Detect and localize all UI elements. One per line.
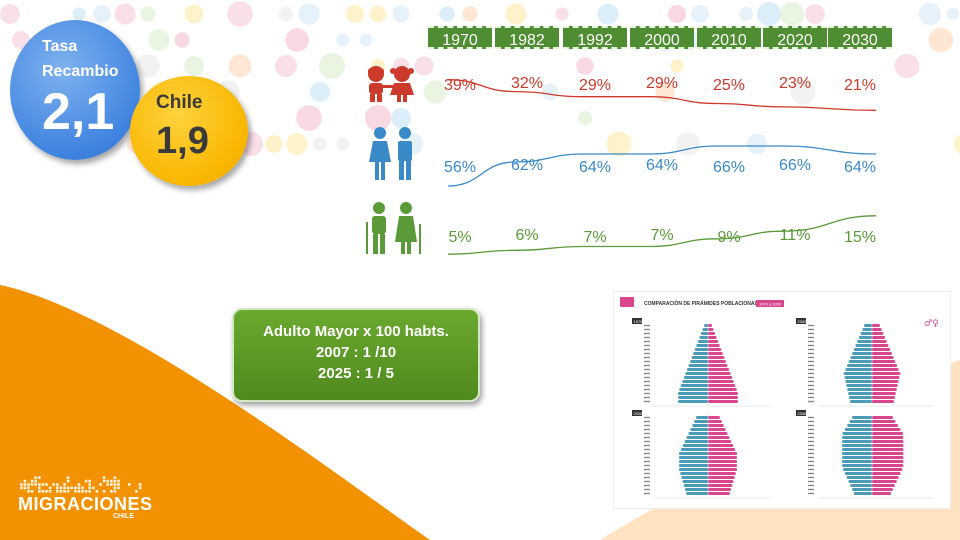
tasa-recambio-circle: Tasa Recambio 2,1 bbox=[10, 20, 140, 160]
chile-label: Chile bbox=[156, 92, 203, 113]
year-label: 2020 bbox=[763, 26, 827, 49]
year-label: 1982 bbox=[495, 26, 559, 49]
gender-icon: ♂♀ bbox=[924, 319, 939, 329]
year-label: 1970 bbox=[428, 26, 492, 49]
data-label: 62% bbox=[511, 157, 543, 174]
data-label: 66% bbox=[713, 159, 745, 176]
data-label: 6% bbox=[515, 227, 538, 244]
pyramid-year: 2000 bbox=[798, 319, 808, 324]
series-line bbox=[447, 215, 877, 255]
series-line bbox=[447, 145, 877, 187]
pyramid-year: 1970 bbox=[634, 319, 644, 324]
data-label: 15% bbox=[844, 229, 876, 246]
tasa-label-line1: Tasa bbox=[42, 38, 78, 55]
data-label: 39% bbox=[444, 77, 476, 94]
year-label: 1992 bbox=[563, 26, 627, 49]
series-line bbox=[447, 79, 877, 111]
pyramid-badge-bg bbox=[756, 300, 784, 307]
data-label: 25% bbox=[713, 77, 745, 94]
data-label: 64% bbox=[579, 159, 611, 176]
tasa-label-line2: Recambio bbox=[42, 63, 119, 80]
migraciones-logo-graphic bbox=[20, 476, 142, 493]
data-label: 56% bbox=[444, 159, 476, 176]
logo-wordmark: MIGRACIONES bbox=[18, 494, 153, 514]
data-label: 23% bbox=[779, 75, 811, 92]
year-label: 2000 bbox=[630, 26, 694, 49]
pyramid-title: COMPARACIÓN DE PIRÁMIDES POBLACIONALES bbox=[644, 299, 765, 307]
children-icon bbox=[368, 66, 414, 102]
adults-icon bbox=[369, 127, 412, 180]
chile-circle: Chile 1,9 bbox=[130, 76, 248, 186]
tasa-label: Tasa Recambio bbox=[42, 34, 118, 84]
data-label: 5% bbox=[448, 229, 471, 246]
note-line1: Adulto Mayor x 100 habts. bbox=[263, 323, 449, 340]
data-label: 21% bbox=[844, 77, 876, 94]
data-label: 7% bbox=[650, 227, 673, 244]
note-line3: 2025 : 1 / 5 bbox=[318, 365, 394, 382]
report-icon bbox=[620, 297, 634, 307]
pyramid-year: 2020 bbox=[634, 411, 644, 416]
data-label: 11% bbox=[780, 227, 811, 244]
pyramids-graphic: COMPARACIÓN DE PIRÁMIDES POBLACIONALES 1… bbox=[620, 297, 939, 499]
pyramid-badge: 1970 a 2050 bbox=[759, 302, 782, 307]
data-label: 64% bbox=[844, 159, 876, 176]
note-line2: 2007 : 1 /10 bbox=[315, 344, 397, 361]
year-header: 1970 1982 1992 2000 2010 2020 2030 bbox=[428, 26, 894, 52]
year-label: 2030 bbox=[828, 26, 892, 49]
pyramid-year: 2050 bbox=[798, 411, 808, 416]
data-label: 29% bbox=[579, 77, 611, 94]
elderly-icon bbox=[366, 202, 421, 254]
data-label: 66% bbox=[779, 157, 811, 174]
chile-value: 1,9 bbox=[156, 120, 209, 162]
data-label: 32% bbox=[511, 75, 543, 92]
population-pyramids-image: COMPARACIÓN DE PIRÁMIDES POBLACIONALES 1… bbox=[614, 292, 950, 508]
data-label: 29% bbox=[646, 75, 678, 92]
decorative-dots bbox=[0, 1, 960, 157]
data-label: 7% bbox=[583, 229, 606, 246]
logo-subtitle: CHILE bbox=[113, 513, 134, 520]
elderly-ratio-note: Adulto Mayor x 100 habts. 2007 : 1 /10 2… bbox=[232, 308, 480, 402]
data-label: 64% bbox=[646, 157, 678, 174]
tasa-value: 2,1 bbox=[42, 83, 115, 141]
year-label: 2010 bbox=[697, 26, 761, 49]
data-label: 9% bbox=[717, 229, 740, 246]
